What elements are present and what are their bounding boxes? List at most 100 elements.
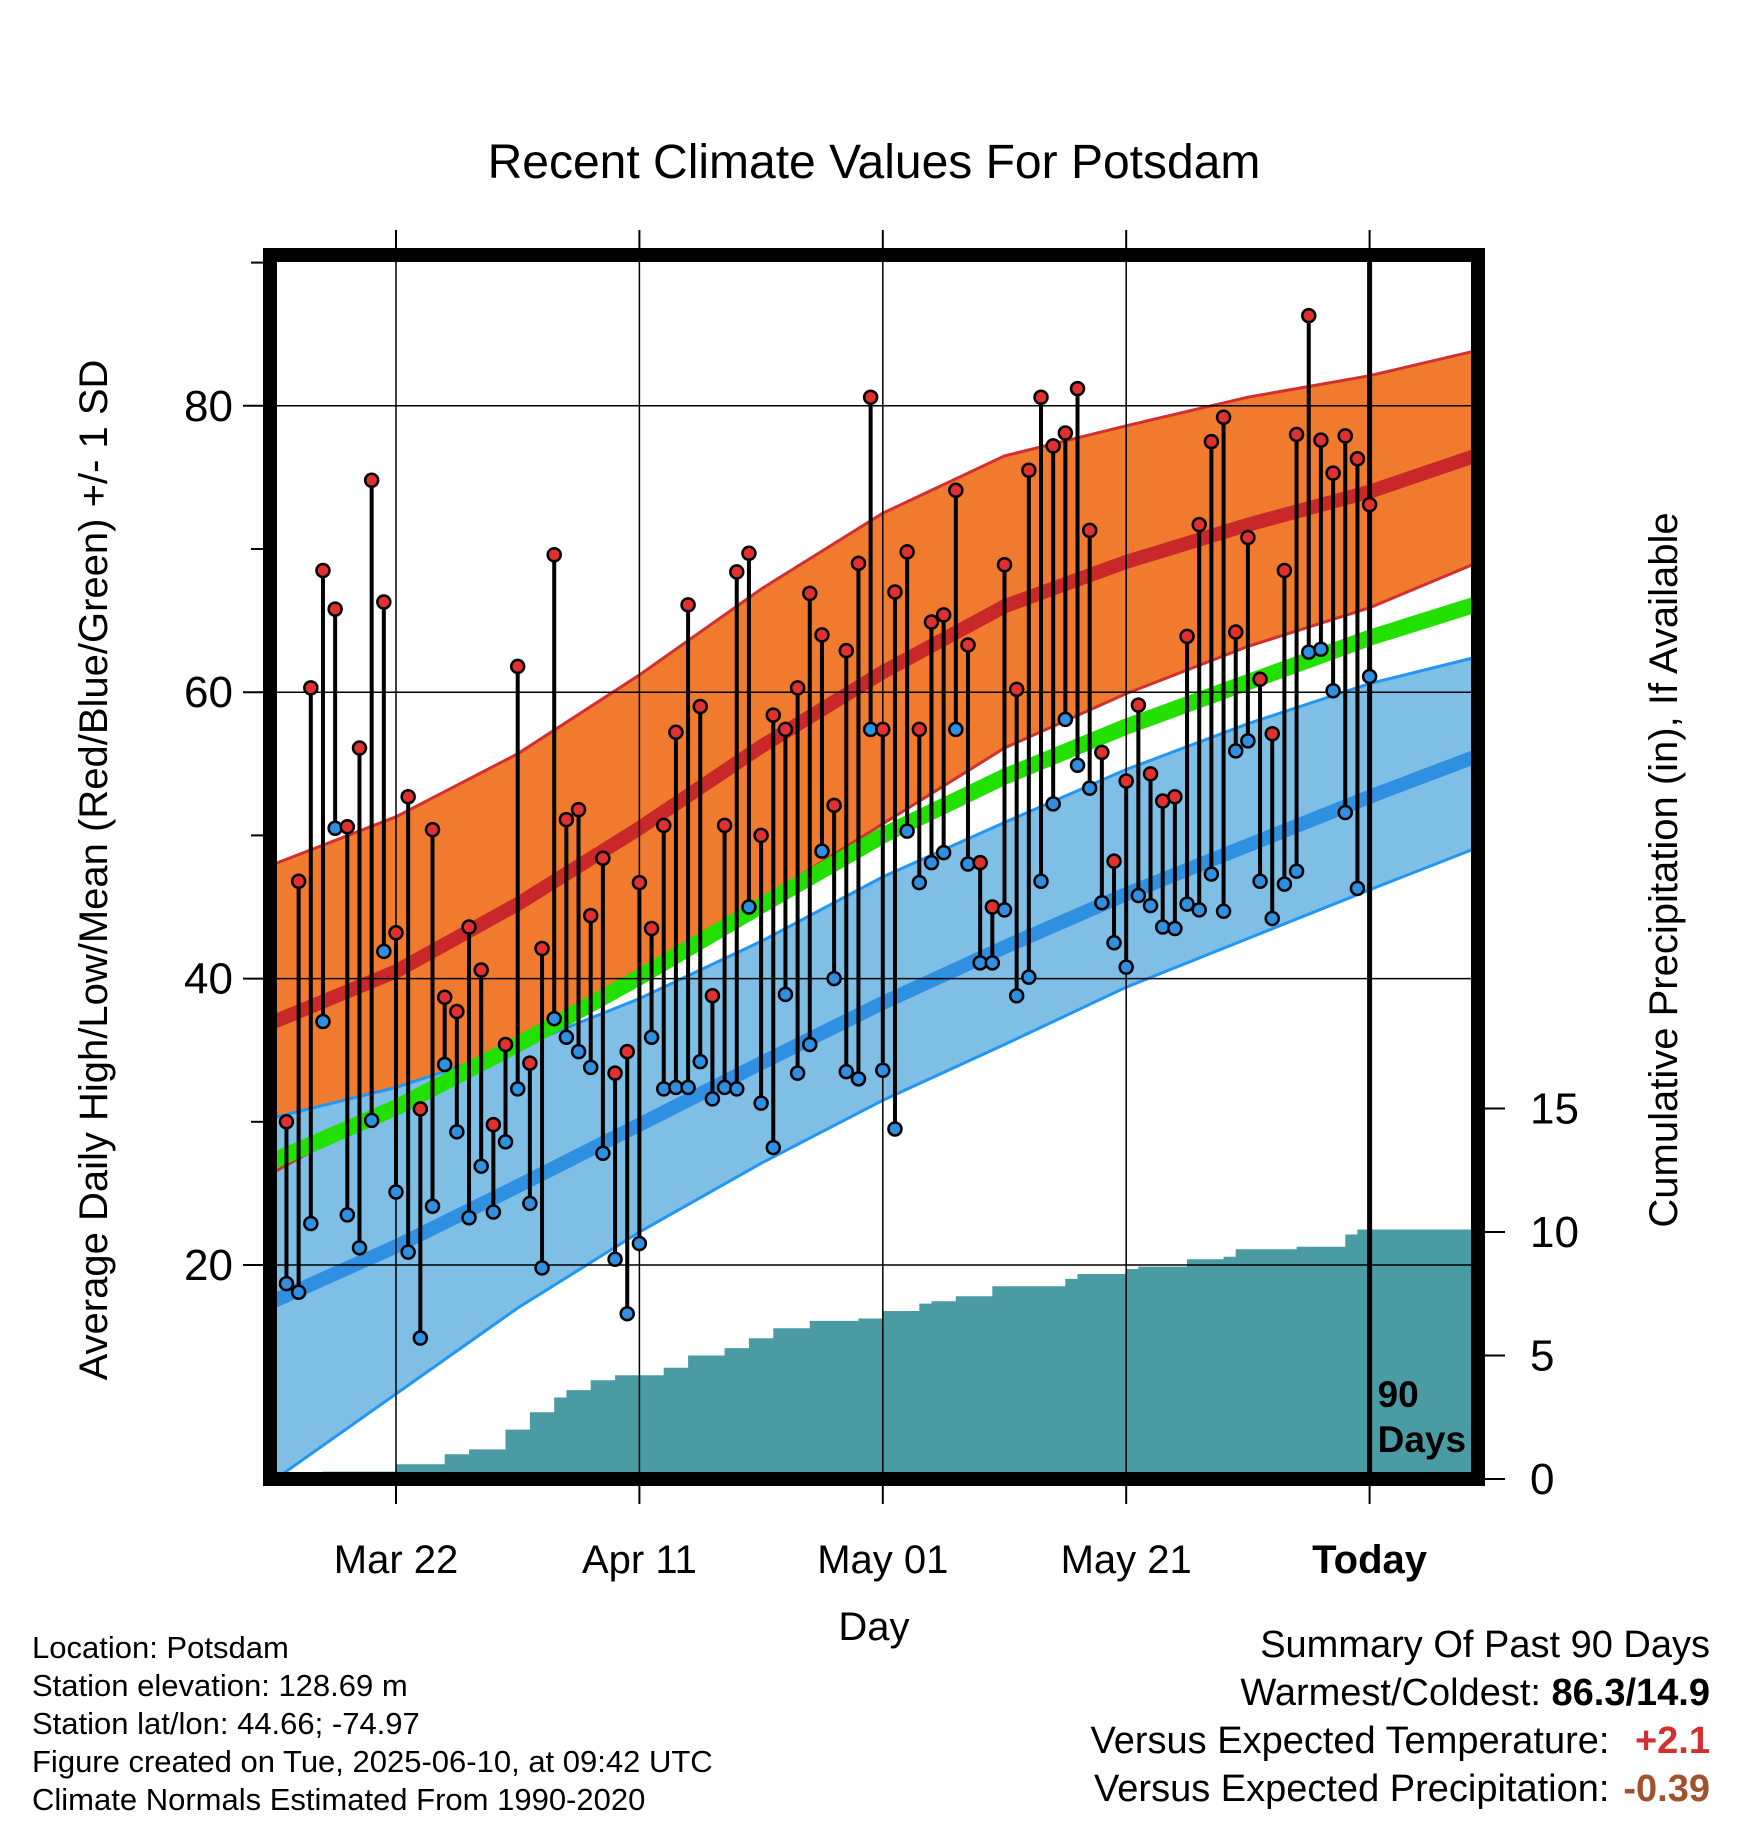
daily-low-point (1069, 757, 1086, 773)
daily-low-point (1033, 873, 1049, 889)
daily-low-point (619, 1305, 635, 1322)
daily-low-point (376, 943, 392, 960)
daily-low-point (1264, 910, 1280, 927)
daily-high-point (315, 562, 331, 579)
daily-low-point (400, 1244, 416, 1260)
daily-low-point (1130, 887, 1147, 904)
daily-high-point (1021, 462, 1037, 478)
daily-high-point (643, 920, 660, 937)
daily-high-point (1130, 697, 1147, 713)
daily-low-point (960, 856, 976, 872)
precip-label: Versus Expected Precipitation: (1094, 1768, 1610, 1810)
daily-high-point (558, 811, 575, 828)
temp-value: +2.1 (1634, 1720, 1710, 1762)
daily-low-point (1349, 880, 1366, 897)
y-axis-label: Average Daily High/Low/Mean (Red/Blue/Gr… (72, 360, 116, 1381)
daily-high-point (668, 724, 684, 741)
warm-cold-label: Warmest/Coldest: (1240, 1672, 1541, 1714)
daily-high-point (400, 788, 416, 805)
daily-high-point (1008, 681, 1025, 698)
daily-low-point (899, 823, 915, 839)
daily-high-point (303, 680, 319, 696)
daily-low-point (1021, 969, 1037, 985)
high-normal-band (274, 350, 1478, 1172)
daily-low-point (290, 1284, 307, 1300)
daily-low-point (278, 1275, 295, 1292)
daily-high-point (582, 907, 599, 924)
daily-low-point (1215, 903, 1232, 920)
chart-title: Recent Climate Values For Potsdam (488, 136, 1261, 189)
daily-low-point (765, 1139, 782, 1156)
today-days-label: Days (1378, 1419, 1466, 1460)
daily-low-point (546, 1010, 562, 1027)
daily-low-point (303, 1215, 319, 1232)
daily-high-point (1191, 516, 1207, 533)
daily-low-point (1227, 743, 1244, 759)
daily-low-point (607, 1251, 623, 1268)
daily-high-point (449, 1003, 465, 1020)
daily-low-point (1142, 897, 1159, 914)
summary-panel: Summary Of Past 90 Days Warmest/Coldest:… (1091, 1621, 1710, 1813)
daily-low-point (558, 1029, 575, 1046)
daily-low-point (789, 1065, 806, 1081)
daily-low-point (1203, 866, 1220, 882)
daily-high-point (802, 585, 818, 602)
daily-high-point (1142, 766, 1159, 782)
daily-high-point (960, 637, 976, 653)
daily-high-point (716, 817, 733, 834)
daily-high-point (777, 721, 794, 738)
daily-low-point (534, 1260, 550, 1276)
daily-high-point (1313, 432, 1329, 448)
daily-high-point (984, 899, 1001, 915)
daily-high-point (996, 557, 1013, 573)
daily-high-point (376, 594, 392, 610)
daily-high-point (1252, 671, 1268, 688)
daily-low-point (363, 1112, 380, 1129)
daily-low-point (631, 1235, 648, 1252)
daily-high-point (1106, 853, 1122, 869)
daily-high-point (473, 962, 489, 978)
y2-tick-label: 10 (1530, 1208, 1579, 1257)
y2-axis-label: Cumulative Precipitation (in), If Availa… (1642, 512, 1686, 1227)
daily-high-point (1349, 451, 1366, 467)
precipitation-cumulative-area (322, 1229, 1478, 1479)
daily-low-point (424, 1198, 441, 1215)
daily-low-point (315, 1013, 331, 1030)
daily-high-point (692, 698, 708, 715)
daily-low-point (753, 1095, 769, 1111)
temp-row: Versus Expected Temperature: +2.1 (1091, 1717, 1710, 1765)
daily-high-point (595, 850, 611, 867)
daily-low-point (522, 1195, 538, 1212)
daily-high-point (923, 614, 940, 630)
daily-high-point (1203, 433, 1220, 450)
daily-high-point (789, 680, 806, 696)
daily-high-point (497, 1036, 514, 1053)
warm-cold-value: 86.3/14.9 (1551, 1672, 1710, 1714)
daily-low-point (1276, 876, 1293, 892)
created-text: Figure created on Tue, 2025-06-10, at 09… (32, 1744, 713, 1779)
daily-low-point (729, 1081, 745, 1097)
daily-high-point (1057, 425, 1074, 441)
daily-high-point (1045, 438, 1061, 454)
daily-low-point (461, 1209, 477, 1226)
daily-low-point (814, 843, 830, 859)
daily-low-point (948, 721, 964, 738)
daily-low-point (850, 1071, 867, 1087)
temp-label: Versus Expected Temperature: (1090, 1720, 1610, 1762)
x-tick-label: Today (1312, 1538, 1428, 1582)
daily-high-point (875, 721, 891, 738)
latlon-text: Station lat/lon: 44.66; -74.97 (32, 1706, 420, 1741)
daily-low-point (582, 1059, 599, 1076)
daily-high-point (1118, 773, 1134, 789)
y-tick-label: 20 (184, 1241, 233, 1290)
precip-value: -0.39 (1623, 1768, 1710, 1810)
daily-high-point (570, 801, 587, 818)
daily-high-point (522, 1055, 538, 1071)
daily-high-point (838, 642, 855, 659)
daily-low-point (1240, 733, 1256, 749)
daily-high-point (388, 925, 404, 941)
daily-high-point (1069, 380, 1086, 397)
daily-high-point (1033, 389, 1049, 405)
daily-high-point (862, 389, 879, 405)
